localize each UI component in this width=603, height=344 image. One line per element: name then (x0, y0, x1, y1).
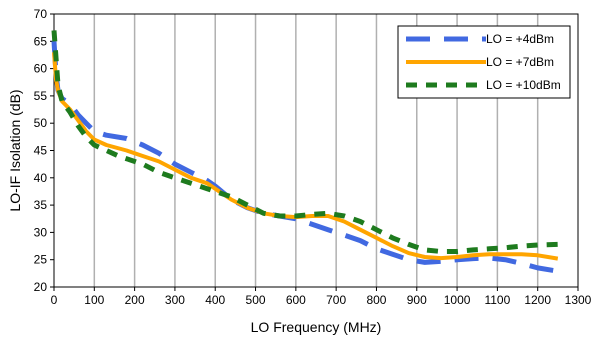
series-line-1 (51, 41, 559, 274)
x-tick-label: 1100 (484, 293, 510, 307)
x-tick-label: 0 (51, 293, 58, 307)
legend-label-2: LO = +7dBm (486, 55, 554, 69)
y-tick-label: 25 (34, 253, 48, 267)
y-tick-label: 65 (34, 34, 48, 48)
x-tick-label: 1200 (524, 293, 551, 307)
x-tick-label: 600 (286, 293, 306, 307)
y-tick-label: 60 (34, 62, 48, 76)
x-tick-label: 1000 (444, 293, 471, 307)
legend-label-1: LO = +4dBm (486, 32, 554, 46)
y-tick-label: 35 (34, 198, 48, 212)
legend: LO = +4dBm LO = +7dBm LO = +10dBm (397, 25, 571, 99)
y-tick-label: 30 (34, 225, 48, 239)
x-tick-label: 300 (165, 293, 185, 307)
y-axis-ticks: 20 25 30 35 40 45 50 55 60 65 70 (34, 7, 54, 294)
y-tick-label: 20 (34, 280, 48, 294)
series (51, 30, 559, 274)
x-axis-ticks: 0 100 200 300 400 500 600 700 800 900 1000 1100 1200… (51, 287, 592, 307)
x-tick-label: 700 (326, 293, 346, 307)
y-tick-label: 50 (34, 116, 48, 130)
x-axis-label: LO Frequency (MHz) (251, 319, 382, 335)
y-tick-label: 40 (34, 171, 48, 185)
legend-label-3: LO = +10dBm (486, 78, 561, 92)
x-tick-label: 500 (246, 293, 266, 307)
x-tick-label: 100 (84, 293, 104, 307)
y-tick-label: 70 (34, 7, 48, 21)
y-axis-label: LO-IF Isolation (dB) (7, 89, 23, 211)
x-tick-label: 1300 (565, 293, 592, 307)
y-tick-label: 55 (34, 89, 48, 103)
x-tick-label: 200 (125, 293, 145, 307)
y-tick-label: 45 (34, 144, 48, 158)
x-tick-label: 400 (205, 293, 225, 307)
series-line-3 (51, 30, 558, 254)
x-tick-label: 900 (407, 293, 427, 307)
x-tick-label: 800 (366, 293, 386, 307)
